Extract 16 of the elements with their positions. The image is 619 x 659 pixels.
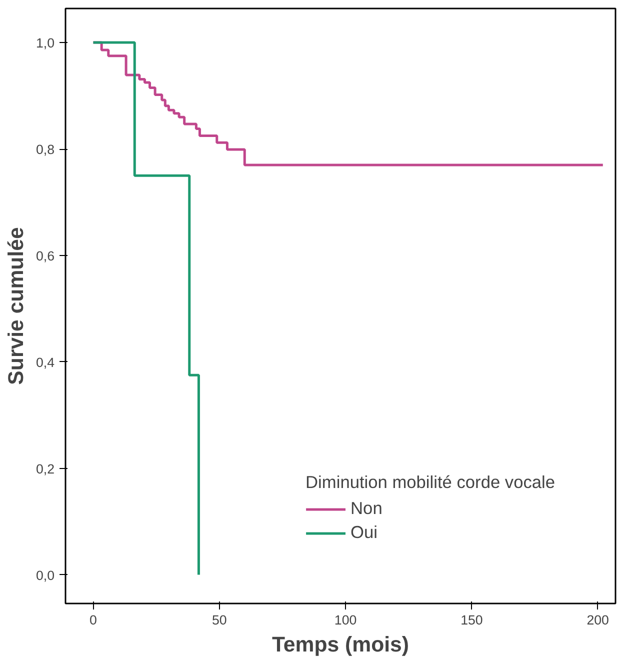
y-tick-label: 0,6 bbox=[36, 248, 55, 264]
legend-label: Non bbox=[350, 498, 382, 519]
x-tick-label: 100 bbox=[334, 612, 357, 628]
y-tick-label: 1,0 bbox=[36, 36, 55, 51]
y-tick-label: 0,4 bbox=[36, 354, 56, 370]
x-tick-label: 50 bbox=[212, 612, 227, 628]
legend-label: Oui bbox=[350, 522, 378, 543]
x-tick-label: 0 bbox=[90, 612, 97, 628]
y-tick-label: 0,0 bbox=[36, 568, 55, 583]
x-axis-title: Temps (mois) bbox=[272, 632, 410, 656]
x-tick-label: 200 bbox=[586, 612, 609, 628]
y-axis-title: Survie cumulée bbox=[4, 227, 28, 385]
y-tick-label: 0,2 bbox=[36, 461, 55, 476]
legend-title: Diminution mobilité corde vocale bbox=[306, 472, 555, 493]
y-tick-label: 0,8 bbox=[36, 142, 55, 157]
x-tick-label: 150 bbox=[460, 612, 483, 628]
